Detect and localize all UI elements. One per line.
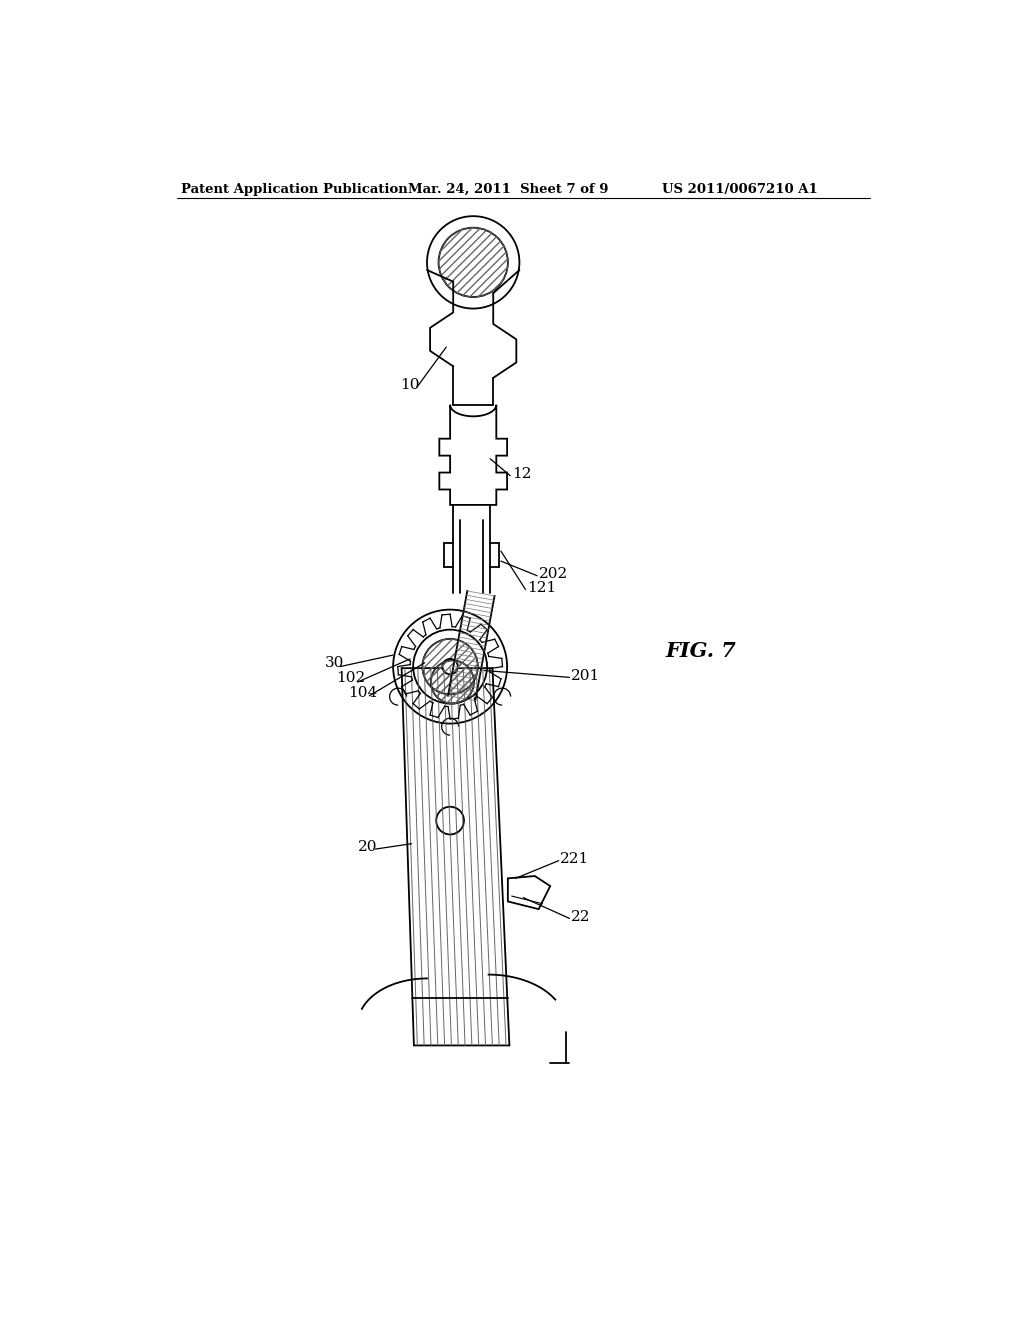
Text: 102: 102 xyxy=(336,671,366,685)
Text: Patent Application Publication: Patent Application Publication xyxy=(180,183,408,197)
Text: 20: 20 xyxy=(357,841,377,854)
Text: 202: 202 xyxy=(539,568,568,581)
Text: US 2011/0067210 A1: US 2011/0067210 A1 xyxy=(662,183,817,197)
Text: 12: 12 xyxy=(512,467,531,480)
Text: 22: 22 xyxy=(571,909,591,924)
Circle shape xyxy=(442,659,458,675)
Text: 104: 104 xyxy=(348,686,377,701)
Text: 121: 121 xyxy=(527,581,556,595)
Text: 10: 10 xyxy=(400,379,420,392)
Text: Mar. 24, 2011  Sheet 7 of 9: Mar. 24, 2011 Sheet 7 of 9 xyxy=(408,183,608,197)
Text: 201: 201 xyxy=(571,669,600,682)
Text: 221: 221 xyxy=(560,851,590,866)
Text: 30: 30 xyxy=(325,656,344,669)
Text: FIG. 7: FIG. 7 xyxy=(666,642,736,661)
